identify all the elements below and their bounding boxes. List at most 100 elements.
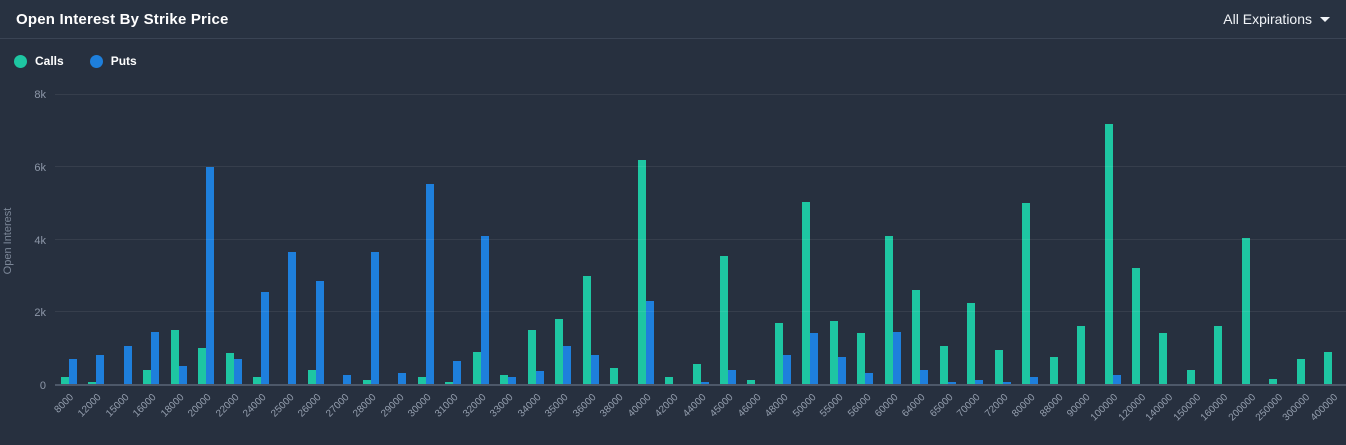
puts-bar-45000[interactable] (727, 369, 736, 384)
bar-group-46000[interactable] (742, 95, 769, 384)
bar-group-26000[interactable] (302, 95, 329, 384)
bar-group-35000[interactable] (549, 95, 576, 384)
bar-group-300000[interactable] (1291, 95, 1318, 384)
calls-bar-33000[interactable] (500, 374, 509, 384)
calls-bar-16000[interactable] (143, 369, 152, 384)
calls-bar-34000[interactable] (527, 329, 536, 384)
calls-bar-55000[interactable] (829, 320, 838, 384)
calls-bar-50000[interactable] (802, 201, 811, 384)
bar-group-36000[interactable] (577, 95, 604, 384)
bar-group-120000[interactable] (1126, 95, 1153, 384)
puts-bar-70000[interactable] (975, 380, 984, 384)
calls-bar-35000[interactable] (555, 318, 564, 384)
calls-bar-28000[interactable] (362, 380, 371, 384)
calls-bar-100000[interactable] (1104, 123, 1113, 384)
puts-bar-64000[interactable] (920, 369, 929, 384)
bar-group-90000[interactable] (1071, 95, 1098, 384)
puts-bar-25000[interactable] (288, 252, 297, 384)
puts-bar-30000[interactable] (425, 183, 434, 384)
calls-bar-64000[interactable] (912, 290, 921, 384)
puts-bar-15000[interactable] (123, 346, 132, 384)
expiration-dropdown[interactable]: All Expirations (1223, 11, 1330, 27)
bar-group-55000[interactable] (824, 95, 851, 384)
puts-bar-22000[interactable] (233, 358, 242, 384)
puts-bar-32000[interactable] (480, 235, 489, 384)
calls-bar-160000[interactable] (1214, 326, 1223, 384)
puts-bar-34000[interactable] (535, 371, 544, 384)
calls-bar-18000[interactable] (170, 329, 179, 384)
puts-bar-33000[interactable] (508, 376, 517, 384)
bar-group-24000[interactable] (247, 95, 274, 384)
bar-group-16000[interactable] (137, 95, 164, 384)
bar-group-33000[interactable] (495, 95, 522, 384)
calls-bar-46000[interactable] (747, 380, 756, 384)
calls-bar-38000[interactable] (610, 367, 619, 384)
bar-group-200000[interactable] (1236, 95, 1263, 384)
calls-bar-60000[interactable] (884, 235, 893, 384)
bar-group-38000[interactable] (604, 95, 631, 384)
bar-group-150000[interactable] (1181, 95, 1208, 384)
calls-bar-12000[interactable] (88, 382, 97, 384)
calls-bar-44000[interactable] (692, 364, 701, 384)
puts-bar-44000[interactable] (700, 382, 709, 384)
calls-bar-8000[interactable] (60, 376, 69, 384)
calls-bar-24000[interactable] (253, 376, 262, 384)
bar-group-88000[interactable] (1044, 95, 1071, 384)
bar-group-45000[interactable] (714, 95, 741, 384)
bar-group-100000[interactable] (1099, 95, 1126, 384)
puts-bar-60000[interactable] (892, 331, 901, 384)
calls-bar-36000[interactable] (582, 275, 591, 384)
legend-item-puts[interactable]: Puts (89, 54, 137, 68)
calls-bar-42000[interactable] (665, 376, 674, 384)
puts-bar-72000[interactable] (1002, 382, 1011, 384)
puts-bar-55000[interactable] (837, 356, 846, 384)
calls-bar-120000[interactable] (1132, 268, 1141, 384)
bar-group-28000[interactable] (357, 95, 384, 384)
calls-bar-45000[interactable] (719, 255, 728, 384)
calls-bar-65000[interactable] (939, 346, 948, 384)
bar-group-22000[interactable] (220, 95, 247, 384)
calls-bar-90000[interactable] (1077, 326, 1086, 384)
bar-group-80000[interactable] (1016, 95, 1043, 384)
bar-group-44000[interactable] (687, 95, 714, 384)
calls-bar-150000[interactable] (1186, 369, 1195, 384)
puts-bar-29000[interactable] (398, 373, 407, 384)
bar-group-27000[interactable] (330, 95, 357, 384)
bar-group-65000[interactable] (934, 95, 961, 384)
calls-bar-56000[interactable] (857, 333, 866, 384)
puts-bar-24000[interactable] (261, 291, 270, 384)
bar-group-48000[interactable] (769, 95, 796, 384)
bar-group-72000[interactable] (989, 95, 1016, 384)
calls-bar-31000[interactable] (445, 382, 454, 384)
puts-bar-36000[interactable] (590, 355, 599, 384)
bar-group-60000[interactable] (879, 95, 906, 384)
bar-group-29000[interactable] (385, 95, 412, 384)
puts-bar-48000[interactable] (782, 355, 791, 384)
calls-bar-20000[interactable] (198, 347, 207, 384)
puts-bar-8000[interactable] (68, 358, 77, 384)
bar-group-42000[interactable] (659, 95, 686, 384)
bar-group-50000[interactable] (797, 95, 824, 384)
puts-bar-35000[interactable] (563, 346, 572, 384)
bar-group-140000[interactable] (1154, 95, 1181, 384)
calls-bar-80000[interactable] (1022, 203, 1031, 384)
bar-group-30000[interactable] (412, 95, 439, 384)
puts-bar-18000[interactable] (178, 365, 187, 384)
plot-area[interactable] (55, 94, 1346, 386)
calls-bar-30000[interactable] (417, 376, 426, 384)
puts-bar-12000[interactable] (96, 355, 105, 384)
calls-bar-72000[interactable] (994, 349, 1003, 384)
puts-bar-50000[interactable] (810, 333, 819, 384)
calls-bar-40000[interactable] (637, 160, 646, 384)
bar-group-15000[interactable] (110, 95, 137, 384)
calls-bar-22000[interactable] (225, 353, 234, 384)
calls-bar-26000[interactable] (307, 369, 316, 384)
bar-group-56000[interactable] (852, 95, 879, 384)
puts-bar-80000[interactable] (1030, 376, 1039, 384)
puts-bar-40000[interactable] (645, 300, 654, 384)
bar-group-18000[interactable] (165, 95, 192, 384)
puts-bar-56000[interactable] (865, 373, 874, 384)
bar-group-31000[interactable] (440, 95, 467, 384)
bar-group-34000[interactable] (522, 95, 549, 384)
calls-bar-88000[interactable] (1049, 356, 1058, 384)
